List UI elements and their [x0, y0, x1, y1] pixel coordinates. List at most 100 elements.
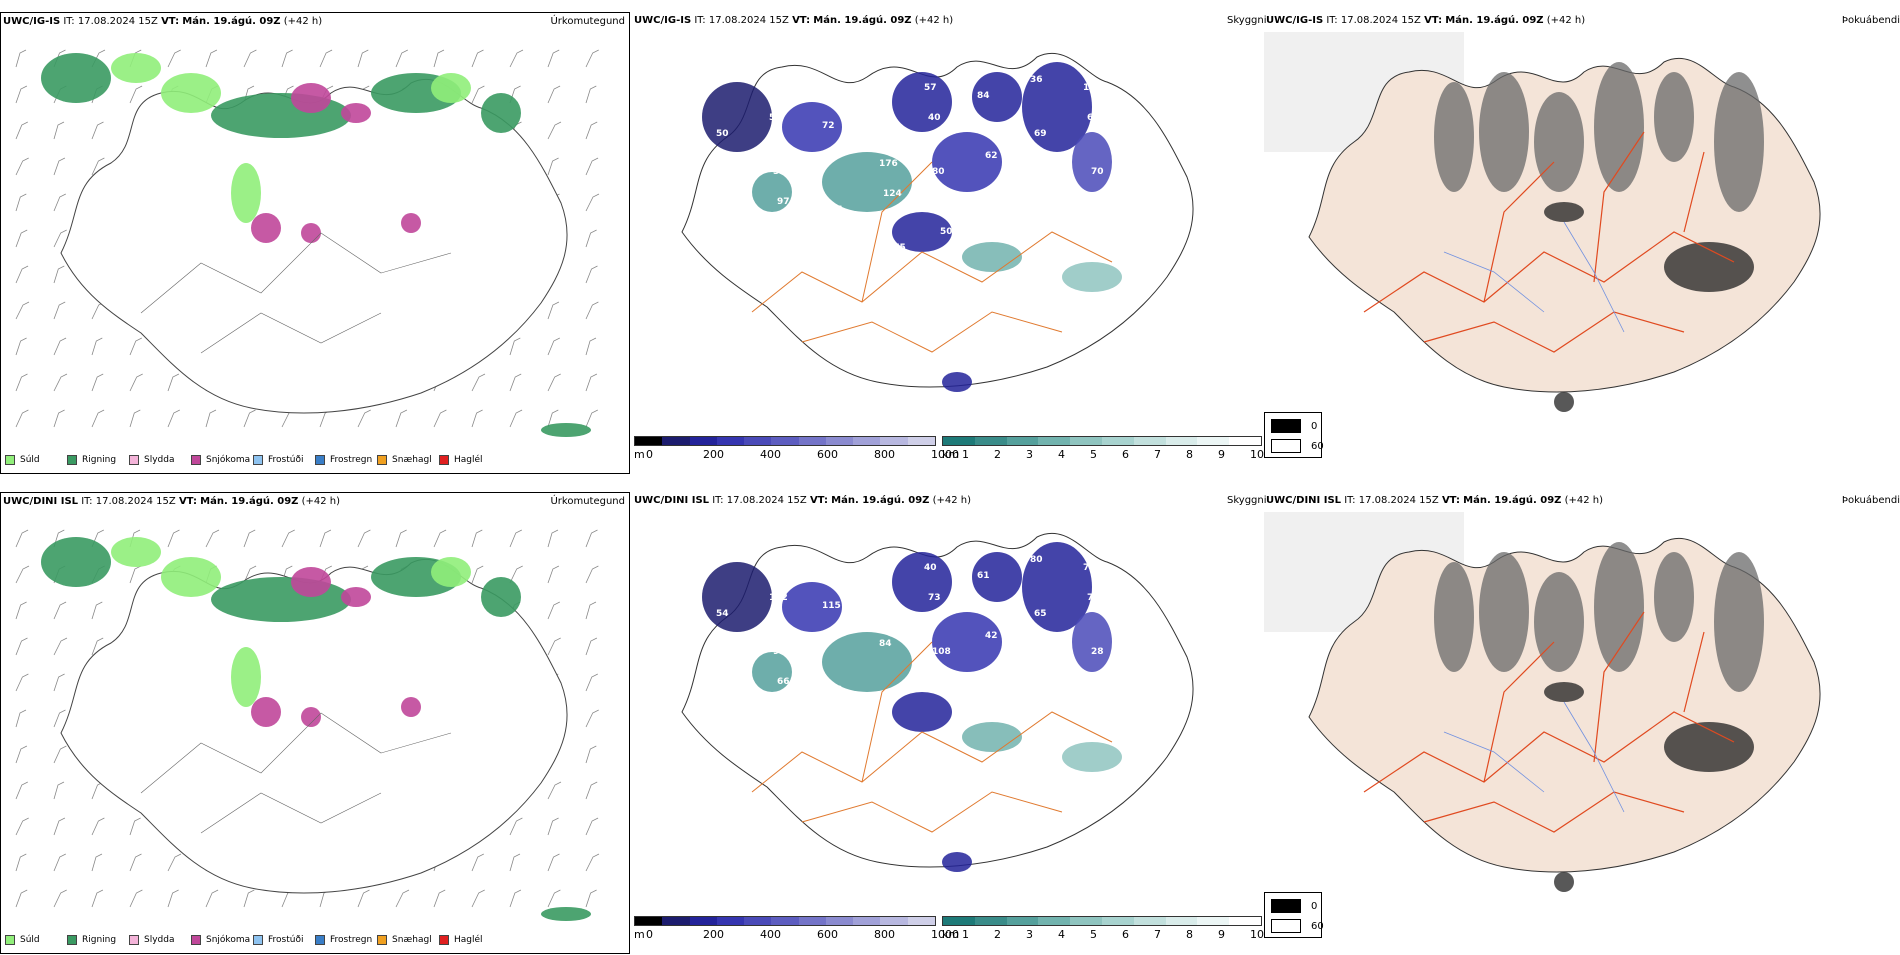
colorbar-tick: 8 [1186, 448, 1193, 461]
wind-barb [509, 49, 524, 68]
precip-area [541, 423, 591, 437]
wind-barb [129, 85, 143, 104]
wind-barb [547, 781, 562, 800]
legend-item: Frostregn [315, 455, 377, 465]
vt-value: Mán. 19.ágú. 09Z [182, 16, 281, 27]
precip-area [41, 537, 111, 587]
cloud-base-value: 105 [1038, 639, 1057, 649]
wind-barb [281, 529, 295, 548]
cloud-area [782, 582, 842, 632]
colorbar-tick: 600 [817, 928, 838, 941]
vt-value: Mán. 19.ágú. 09Z [200, 496, 299, 507]
wind-barb [91, 853, 103, 872]
cloud-area [892, 212, 952, 252]
it-value: 17.08.2024 15Z [77, 16, 158, 27]
colorbar-segment [1006, 917, 1039, 925]
it-value: 17.08.2024 15Z [95, 496, 176, 507]
wind-barb [53, 637, 68, 656]
wind-barb [53, 301, 66, 320]
colorbar-tick: 4 [1058, 928, 1065, 941]
wind-barb [91, 157, 105, 176]
wind-barb [53, 409, 65, 428]
precip-area [251, 697, 281, 727]
colorbar-segment [1101, 917, 1134, 925]
colorbar-segment [1133, 917, 1166, 925]
legend-swatch [253, 935, 263, 945]
wind-barb [53, 265, 65, 284]
wind-barb [243, 529, 256, 548]
visibility-map: 62 60 45 66 57 84 36 16 50 53 72 70 40 94 69 60 67 59 47 17… [681, 52, 1194, 392]
colorbar-segment [1070, 437, 1102, 445]
wind-barb [319, 529, 332, 548]
cloud-base-value: 108 [932, 647, 951, 657]
wind-barb [471, 409, 483, 428]
cloud-base-colorbar [634, 916, 936, 926]
cloud-base-value: 73 [928, 593, 941, 603]
colorbar-tick: 8 [1186, 928, 1193, 941]
wind-barb [585, 193, 600, 212]
wind-barb [585, 745, 597, 764]
it-value: 17.08.2024 15Z [1340, 15, 1421, 26]
cloud-base-value: 60 [1087, 113, 1100, 123]
wind-barb [167, 889, 179, 908]
legend-item: Snjókoma [191, 935, 253, 945]
colorbar-segment [1038, 917, 1071, 925]
wind-barb [357, 409, 371, 428]
legend-label: Frostúði [268, 455, 304, 465]
panel-title: UWC/IG-IS IT: 17.08.2024 15Z VT: Mán. 19… [634, 15, 953, 26]
lead-time: (+42 h) [932, 495, 972, 506]
wind-barb [129, 853, 142, 872]
wind-barb [91, 637, 104, 656]
wind-barb [585, 601, 597, 620]
cloud-area [1022, 62, 1092, 152]
it-label: IT: [1344, 495, 1356, 506]
legend-label: Haglél [454, 935, 483, 945]
wind-barb [15, 817, 29, 836]
fog-legend-label: 0 [1311, 420, 1318, 432]
it-value: 17.08.2024 15Z [726, 495, 807, 506]
wind-barb [15, 229, 28, 248]
legend-label: Snæhagl [392, 935, 432, 945]
fog-area [1534, 572, 1584, 672]
colorbar-segment [974, 437, 1007, 445]
fog-legend-item: 0 [1271, 899, 1317, 913]
colorbar-tick: 5 [1090, 448, 1097, 461]
legend-swatch [439, 455, 449, 465]
fog-panel: UWC/DINI ISL IT: 17.08.2024 15Z VT: Mán.… [1264, 492, 1900, 954]
fog-legend-swatch [1271, 419, 1301, 433]
wind-barb [585, 121, 598, 140]
precip-area [481, 93, 521, 133]
wind-barb [547, 637, 561, 656]
wind-barb [471, 373, 486, 392]
vt-label: VT: [161, 16, 180, 27]
precip-area [111, 537, 161, 567]
cloud-base-value: 69 [712, 555, 725, 565]
legend-item: Frostúði [253, 935, 315, 945]
cloud-base-value: 13 [728, 243, 741, 253]
wind-barb [433, 529, 447, 548]
legend-swatch [129, 455, 139, 465]
precip-area [431, 73, 471, 103]
colorbar-tick: 5 [1090, 928, 1097, 941]
legend-swatch [315, 455, 325, 465]
vt-value: Mán. 19.ágú. 09Z [1463, 495, 1562, 506]
cloud-area [932, 612, 1002, 672]
colorbar-segment [635, 917, 663, 925]
wind-barb [433, 49, 445, 68]
wind-barb [585, 49, 599, 68]
precip-area [291, 83, 331, 113]
cloud-base-colorbar [634, 436, 936, 446]
wind-barb [471, 529, 483, 548]
precip-area [231, 163, 261, 223]
cloud-base-value: 82 [981, 601, 994, 611]
colorbar-segment [825, 917, 854, 925]
wind-barb [53, 781, 65, 800]
wind-barb [15, 193, 27, 212]
wind-barb [15, 853, 27, 872]
colorbar-segment [907, 437, 935, 445]
colorbar-segment [1165, 437, 1198, 445]
vt-label: VT: [1424, 15, 1443, 26]
wind-barb [471, 853, 484, 872]
cloud-base-value: 48 [1046, 243, 1059, 253]
colorbar-segment [1165, 917, 1198, 925]
